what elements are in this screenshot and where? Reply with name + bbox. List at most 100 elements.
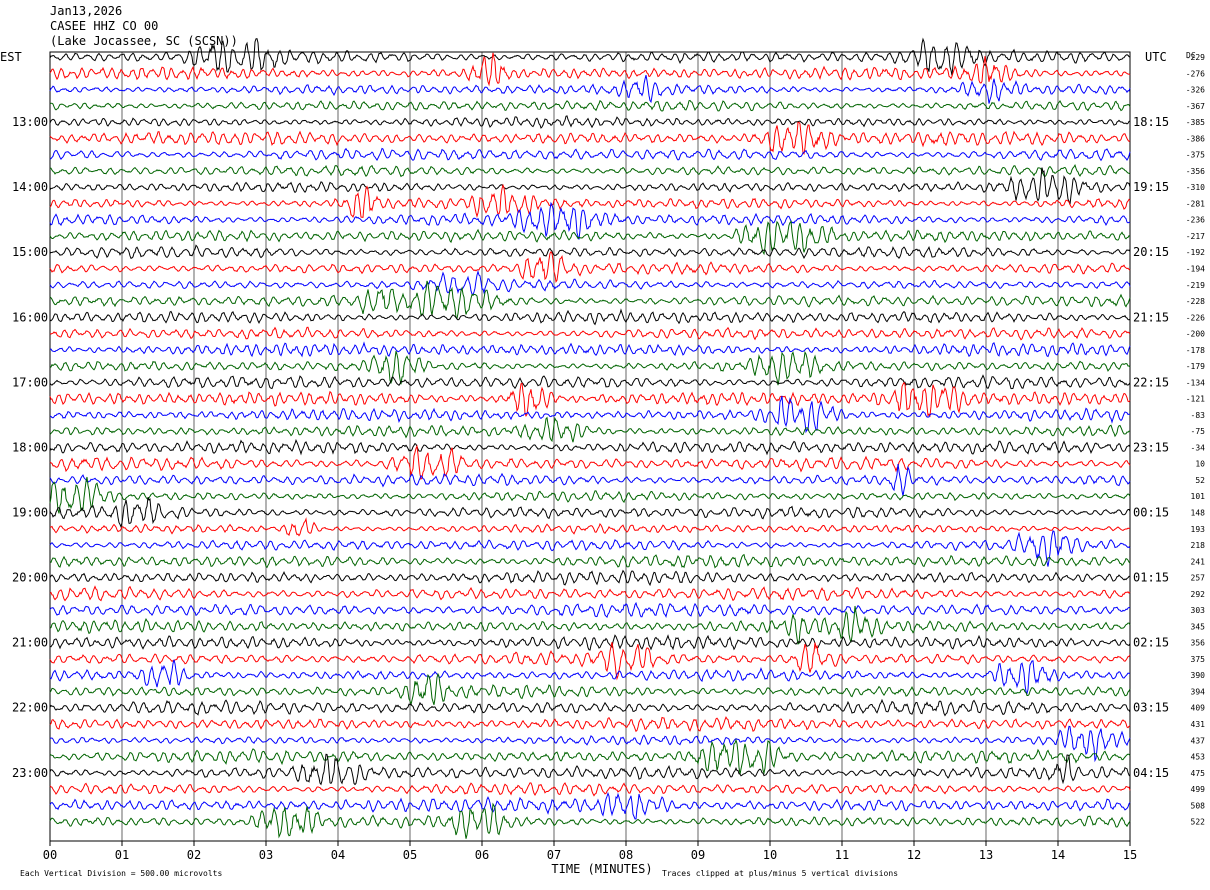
dc-offset-label: -34 — [1191, 443, 1206, 452]
seismic-trace — [49, 517, 1131, 537]
seismic-trace — [49, 698, 1131, 717]
seismic-trace — [49, 244, 1131, 260]
x-tick-label: 12 — [907, 848, 921, 862]
x-tick-label: 03 — [259, 848, 273, 862]
dc-offset-label: -229 — [1186, 53, 1205, 62]
dc-offset-label: 52 — [1195, 476, 1205, 485]
dc-offset-label: 345 — [1191, 622, 1206, 631]
left-hour-label: 13:00 — [12, 115, 48, 129]
dc-offset-label: -236 — [1186, 216, 1205, 225]
dc-offset-label: 257 — [1191, 574, 1206, 583]
dc-offset-label: 292 — [1191, 590, 1206, 599]
left-hour-label: 23:00 — [12, 766, 48, 780]
dc-offset-label: 409 — [1191, 704, 1206, 713]
seismic-trace — [49, 326, 1131, 341]
dc-offset-label: 437 — [1191, 736, 1206, 745]
dc-offset-label: 356 — [1191, 639, 1206, 648]
dc-header-label: DC — [1186, 51, 1196, 60]
right-hour-label: 21:15 — [1133, 310, 1169, 324]
seismic-trace — [49, 605, 1131, 645]
seismic-trace — [49, 341, 1131, 358]
right-hour-label: 00:15 — [1133, 506, 1169, 520]
dc-offset-label: 303 — [1191, 606, 1206, 615]
seismic-trace — [49, 530, 1131, 567]
dc-offset-label: -375 — [1186, 151, 1205, 160]
header-location: (Lake Jocassee, SC (SCSN)) — [50, 34, 238, 48]
dc-offset-label: -367 — [1186, 102, 1205, 111]
seismic-trace — [49, 585, 1131, 602]
footer-clip-note: Traces clipped at plus/minus 5 vertical … — [662, 869, 898, 878]
seismic-trace — [49, 476, 1131, 514]
dc-offset-label: 394 — [1191, 687, 1206, 696]
right-hour-label: 19:15 — [1133, 180, 1169, 194]
dc-offset-label: -310 — [1186, 183, 1205, 192]
dc-offset-label: 508 — [1191, 801, 1206, 810]
left-hour-label: 15:00 — [12, 245, 48, 259]
dc-offset-label: -134 — [1186, 378, 1205, 387]
left-hour-label: 18:00 — [12, 440, 48, 454]
dc-offset-label: -217 — [1186, 232, 1205, 241]
seismic-trace — [49, 250, 1131, 284]
right-hour-label: 03:15 — [1133, 701, 1169, 715]
right-hour-label: 02:15 — [1133, 636, 1169, 650]
x-tick-label: 04 — [331, 848, 345, 862]
seismic-trace — [49, 634, 1131, 651]
seismic-trace — [49, 280, 1131, 320]
dc-offset-label: -226 — [1186, 313, 1205, 322]
header-station: CASEE HHZ CO 00 — [50, 19, 159, 33]
seismic-trace — [49, 99, 1131, 112]
seismic-trace — [49, 438, 1131, 456]
left-timezone-label: EST — [0, 50, 22, 64]
seismic-trace — [49, 416, 1131, 443]
x-tick-label: 05 — [403, 848, 417, 862]
seismic-trace — [49, 601, 1131, 618]
plot-frame — [49, 51, 1131, 842]
seismic-trace — [49, 672, 1131, 707]
dc-offset-label: 10 — [1195, 460, 1205, 469]
seismic-trace — [49, 164, 1131, 178]
dc-offset-label: -386 — [1186, 134, 1205, 143]
seismic-trace — [49, 220, 1131, 256]
x-tick-label: 06 — [475, 848, 489, 862]
dc-offset-label: -356 — [1186, 167, 1205, 176]
seismic-trace — [49, 553, 1131, 569]
seismic-trace — [49, 269, 1131, 296]
left-hour-label: 20:00 — [12, 571, 48, 585]
header-date: Jan13,2026 — [50, 4, 123, 18]
left-hour-label: 14:00 — [12, 180, 48, 194]
dc-offset-label: -121 — [1186, 395, 1205, 404]
dc-offset-label: 241 — [1191, 557, 1206, 566]
dc-offset-label: 522 — [1191, 818, 1206, 827]
dc-offset-label: 193 — [1191, 525, 1206, 534]
dc-offset-label: 453 — [1191, 753, 1206, 762]
dc-offset-label: -192 — [1186, 248, 1205, 257]
dc-offset-label: 431 — [1191, 720, 1206, 729]
dc-offset-label: 101 — [1191, 492, 1206, 501]
seismic-trace — [49, 738, 1131, 775]
left-hour-label: 22:00 — [12, 701, 48, 715]
left-hour-label: 16:00 — [12, 310, 48, 324]
seismic-trace — [49, 444, 1131, 481]
x-tick-label: 08 — [619, 848, 633, 862]
right-hour-label: 18:15 — [1133, 115, 1169, 129]
right-hour-label: 04:15 — [1133, 766, 1169, 780]
left-hour-label: 19:00 — [12, 506, 48, 520]
seismic-trace — [49, 642, 1131, 681]
dc-offset-label: -219 — [1186, 281, 1205, 290]
x-tick-label: 10 — [763, 848, 777, 862]
x-tick-label: 11 — [835, 848, 849, 862]
seismic-trace — [49, 802, 1131, 839]
seismic-trace — [49, 791, 1131, 820]
seismic-trace — [49, 497, 1131, 529]
dc-offset-label: -276 — [1186, 69, 1205, 78]
dc-offset-label: 475 — [1191, 769, 1206, 778]
seismic-trace — [49, 167, 1131, 205]
x-tick-label: 07 — [547, 848, 561, 862]
seismic-trace — [49, 569, 1131, 587]
dc-offset-label: -385 — [1186, 118, 1205, 127]
seismic-trace — [49, 659, 1131, 695]
dc-offset-label: 148 — [1191, 509, 1206, 518]
seismic-trace — [49, 147, 1131, 162]
dc-offset-label: -200 — [1186, 330, 1205, 339]
footer-scale-note: Each Vertical Division = 500.00 microvol… — [20, 869, 222, 878]
